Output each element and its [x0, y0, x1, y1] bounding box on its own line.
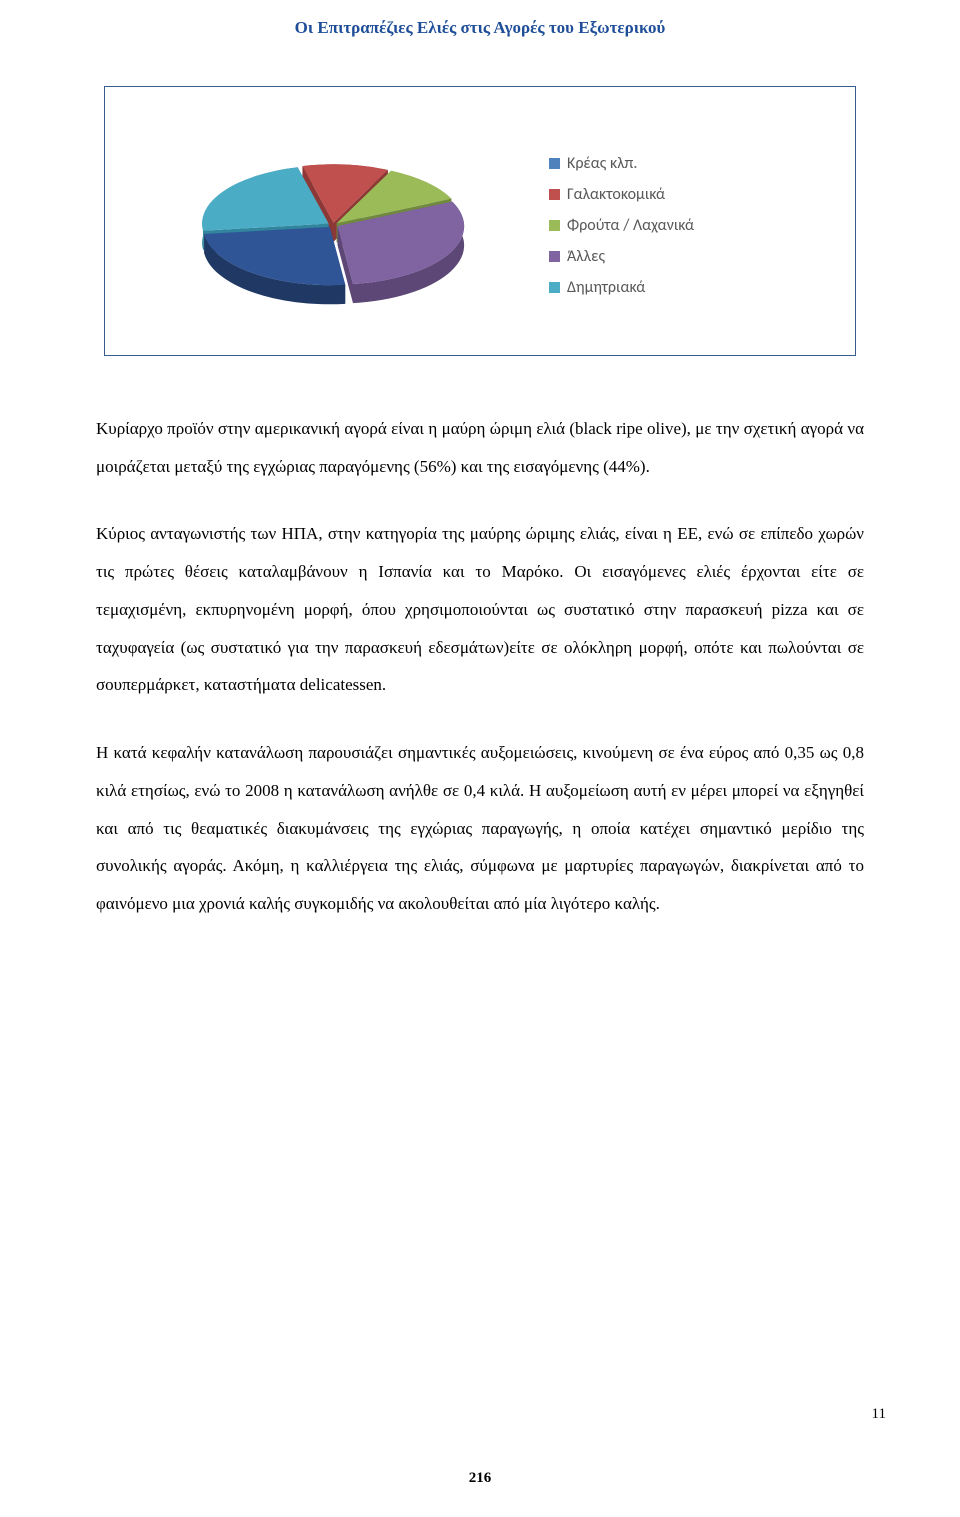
- legend-swatch: [549, 251, 560, 262]
- legend-swatch: [549, 220, 560, 231]
- page-header-title: Οι Επιτραπέζιες Ελιές στις Αγορές του Εξ…: [96, 18, 864, 38]
- legend-label: Δημητριακά: [567, 278, 645, 297]
- legend-swatch: [549, 189, 560, 200]
- legend-swatch: [549, 282, 560, 293]
- chart-legend: Κρέας κλπ. Γαλακτοκομικά Φρούτα / Λαχανικά…: [549, 154, 694, 297]
- legend-label: Γαλακτοκομικά: [567, 185, 665, 204]
- legend-item: Άλλες: [549, 247, 694, 266]
- legend-label: Φρούτα / Λαχανικά: [567, 216, 694, 235]
- chart-container: Κρέας κλπ. Γαλακτοκομικά Φρούτα / Λαχανικά…: [104, 86, 856, 356]
- legend-item: Φρούτα / Λαχανικά: [549, 216, 694, 235]
- page-number-footer: 216: [0, 1470, 960, 1487]
- page-number-corner: 11: [872, 1406, 886, 1423]
- legend-item: Κρέας κλπ.: [549, 154, 694, 173]
- legend-swatch: [549, 158, 560, 169]
- legend-label: Άλλες: [567, 247, 605, 266]
- legend-item: Δημητριακά: [549, 278, 694, 297]
- paragraph-3: Η κατά κεφαλήν κατανάλωση παρουσιάζει ση…: [96, 734, 864, 923]
- legend-item: Γαλακτοκομικά: [549, 185, 694, 204]
- pie-chart: [161, 129, 505, 321]
- paragraph-1: Κυρίαρχο προϊόν στην αμερικανική αγορά ε…: [96, 410, 864, 485]
- legend-label: Κρέας κλπ.: [567, 154, 637, 173]
- paragraph-2: Κύριος ανταγωνιστής των ΗΠΑ, στην κατηγο…: [96, 515, 864, 704]
